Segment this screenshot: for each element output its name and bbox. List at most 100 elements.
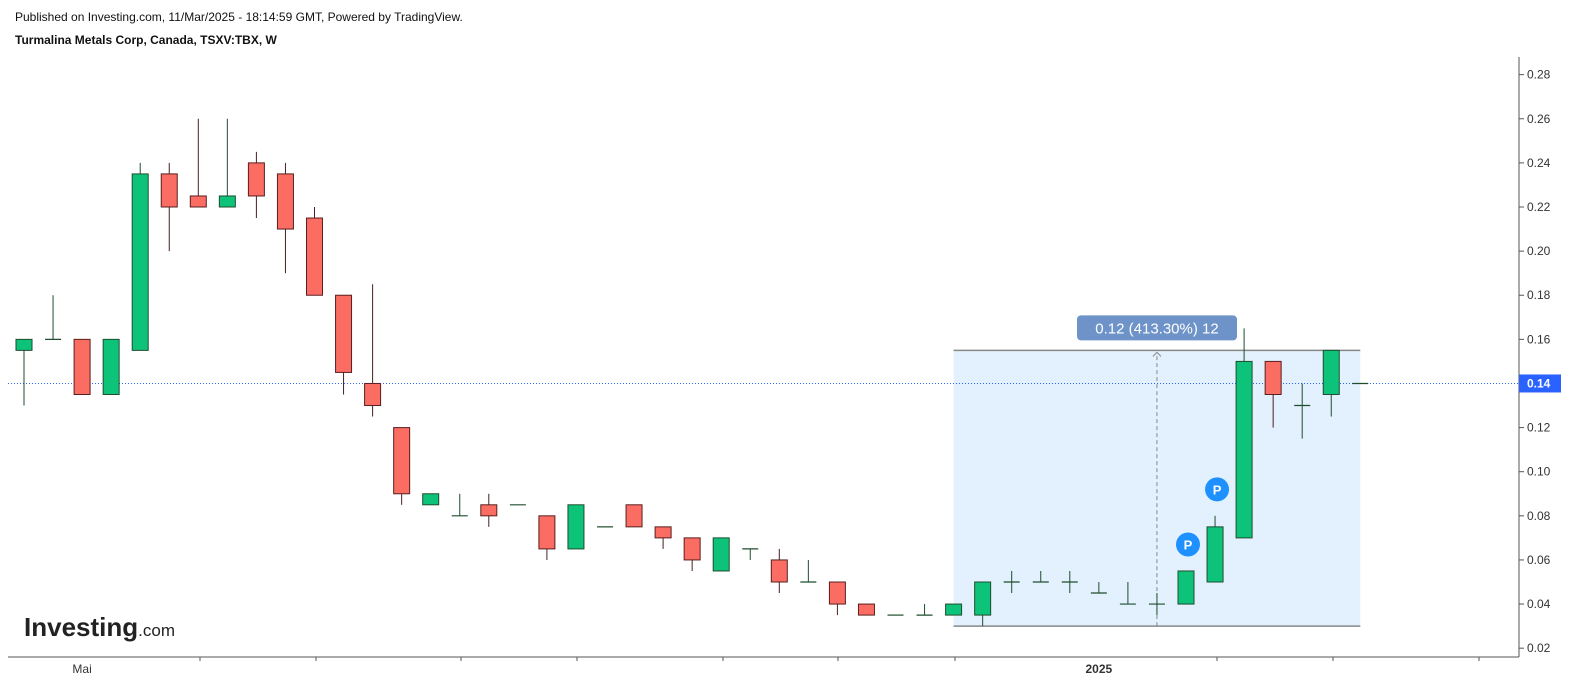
candle [1003, 570, 1020, 594]
candle-body [335, 294, 353, 373]
candle [1148, 593, 1165, 616]
symbol-title: Turmalina Metals Corp, Canada, TSXV:TBX,… [15, 33, 277, 47]
candle-body [770, 559, 788, 583]
candle [451, 493, 468, 517]
candle [974, 581, 992, 627]
candle-body [102, 338, 120, 395]
candle [683, 537, 701, 571]
candle-body [567, 504, 585, 550]
candle-body [683, 537, 701, 561]
y-tick-label: 0.02 [1527, 641, 1551, 655]
candle [1090, 582, 1107, 594]
candle [160, 162, 178, 252]
candle-body [160, 173, 178, 208]
x-tick-label: 2025 [1085, 662, 1112, 676]
last-price-label: 0.14 [1527, 376, 1551, 390]
candle [15, 338, 33, 406]
candle [218, 118, 236, 208]
y-tick-label: 0.20 [1527, 244, 1551, 258]
candle [1032, 570, 1049, 583]
candle-body [131, 173, 149, 351]
logo: Investing.com [24, 612, 175, 642]
candle [538, 515, 556, 560]
candle [1264, 360, 1282, 428]
candle-body [828, 581, 846, 605]
logo-name: Investing [24, 612, 138, 642]
candle [712, 537, 730, 572]
y-tick-label: 0.10 [1527, 465, 1551, 479]
candle [1206, 515, 1224, 583]
candle-body [15, 338, 33, 351]
candle-body [189, 195, 207, 208]
candle-body [1235, 360, 1253, 539]
candle [393, 427, 411, 505]
candle [1061, 570, 1078, 594]
candle-body [364, 382, 382, 407]
candle-body [1177, 570, 1195, 605]
candle [654, 526, 672, 549]
candle [422, 493, 440, 506]
measure-arrowhead [1152, 351, 1162, 357]
candle-body [276, 173, 294, 230]
candle [625, 504, 643, 528]
x-axis-ticks [199, 657, 1480, 661]
candle-body [218, 195, 236, 208]
candle-body [1206, 526, 1224, 583]
candle-body [1322, 349, 1340, 395]
y-tick-label: 0.16 [1527, 332, 1551, 346]
candle [800, 559, 817, 583]
candle-body [247, 162, 265, 197]
last-price-badge [1519, 374, 1561, 393]
candle [1177, 570, 1195, 605]
candle-body [712, 537, 730, 572]
candle [742, 548, 759, 560]
candle [364, 284, 382, 417]
candle [247, 151, 265, 219]
candle [102, 338, 120, 395]
candle-body [625, 504, 643, 528]
candle [916, 604, 933, 616]
candle-body [422, 493, 440, 506]
candle [45, 295, 62, 340]
candle-body [857, 603, 875, 616]
y-tick-label: 0.28 [1527, 68, 1551, 82]
candle [1235, 328, 1253, 539]
y-tick-label: 0.22 [1527, 200, 1551, 214]
candle [945, 603, 963, 616]
y-tick-label: 0.26 [1527, 112, 1551, 126]
measure-badge [1077, 315, 1237, 341]
x-tick-label: Mai [72, 662, 91, 676]
candle [828, 581, 846, 616]
y-tick-label: 0.06 [1527, 553, 1551, 567]
y-tick-label: 0.12 [1527, 421, 1551, 435]
p-marker [1176, 532, 1200, 557]
candle [306, 207, 323, 296]
candle [276, 162, 294, 274]
candle [567, 504, 585, 550]
candle-body [945, 603, 963, 616]
candle [73, 338, 91, 395]
candle [1119, 582, 1136, 605]
y-tick-label: 0.04 [1527, 597, 1551, 611]
candle-body [538, 515, 556, 550]
p-marker [1205, 477, 1230, 502]
candle-body [306, 217, 323, 296]
measure-label: 0.12 (413.30%) 12 [1095, 320, 1218, 337]
candle [335, 294, 353, 395]
candle [1322, 349, 1340, 417]
published-note: Published on Investing.com, 11/Mar/2025 … [15, 10, 463, 24]
candle [189, 118, 207, 208]
logo-suffix: .com [138, 621, 175, 640]
candle-body [480, 504, 498, 517]
y-tick-label: 0.08 [1527, 509, 1551, 523]
y-tick-label: 0.18 [1527, 288, 1551, 302]
p-marker-label: P [1184, 538, 1193, 553]
candle [1294, 383, 1311, 439]
candle [480, 493, 498, 527]
candle-body [1264, 360, 1282, 396]
candle-body [974, 581, 992, 616]
candle [770, 548, 788, 594]
candle [131, 162, 149, 351]
